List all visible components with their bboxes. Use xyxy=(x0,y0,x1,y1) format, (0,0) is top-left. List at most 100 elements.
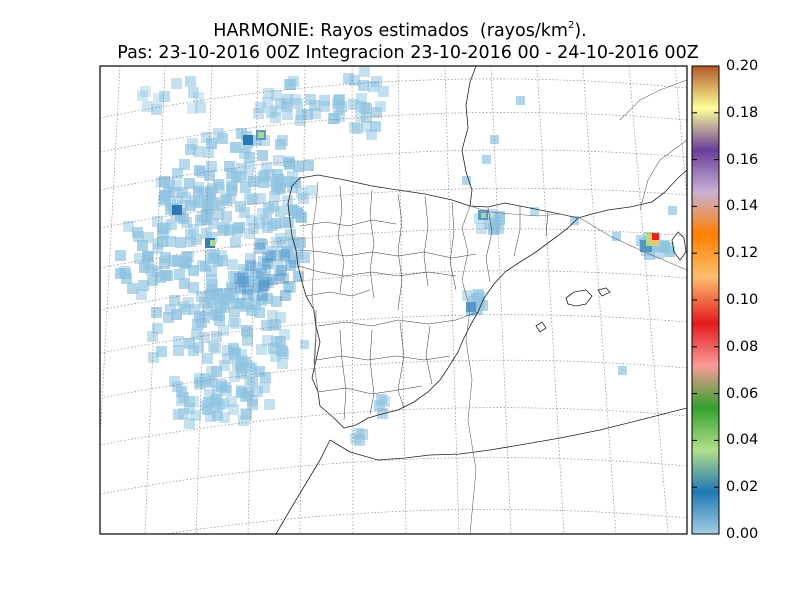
gulf-of-lion-coast xyxy=(577,169,687,219)
lightning-cell xyxy=(490,135,499,144)
lightning-cell xyxy=(243,387,254,398)
lightning-cell xyxy=(243,135,253,145)
lightning-cell xyxy=(136,289,147,300)
lightning-cell xyxy=(305,94,316,105)
lightning-cell xyxy=(235,282,246,293)
lightning-cell xyxy=(205,186,216,197)
lightning-cell xyxy=(232,360,243,371)
colorbar-tick-label: 0.02 xyxy=(726,479,759,496)
lightning-cell xyxy=(257,150,268,161)
lightning-cell xyxy=(188,87,199,98)
lightning-cell xyxy=(329,113,340,124)
colorbar-tick-label: 0.04 xyxy=(726,432,759,449)
lightning-cell xyxy=(254,307,265,318)
lightning-cell xyxy=(378,86,389,97)
menorca-coast xyxy=(597,287,611,297)
lightning-cell xyxy=(260,264,271,275)
lightning-cell xyxy=(235,201,246,212)
lightning-cell xyxy=(248,223,259,234)
lightning-cell xyxy=(163,187,174,198)
lightning-cell xyxy=(259,135,270,146)
lightning-cell xyxy=(333,95,344,106)
lightning-cell xyxy=(267,310,278,321)
lightning-cell xyxy=(275,233,286,244)
lightning-cell xyxy=(644,249,655,260)
lightning-cell xyxy=(248,288,259,299)
iberia-coast xyxy=(287,174,579,429)
lightning-cell xyxy=(254,243,265,254)
lightning-cell xyxy=(191,234,202,245)
lightning-cell xyxy=(202,404,213,415)
lightning-cell xyxy=(234,222,245,233)
lightning-cell xyxy=(273,155,284,166)
lightning-cell xyxy=(197,260,208,271)
lightning-cell xyxy=(287,182,298,193)
lightning-cell xyxy=(179,278,190,289)
lightning-cell xyxy=(319,101,330,112)
lightning-cell xyxy=(226,282,237,293)
lightning-cell xyxy=(204,170,215,181)
lightning-cell xyxy=(190,410,201,421)
lightning-cell xyxy=(255,193,266,204)
lightning-cell xyxy=(361,103,372,114)
lightning-cell xyxy=(165,304,176,315)
lightning-cell xyxy=(270,105,281,116)
lightning-cell xyxy=(173,345,184,356)
lightning-cell xyxy=(168,256,179,267)
lightning-cell xyxy=(208,218,219,229)
lightning-cell xyxy=(244,193,255,204)
lightning-cell xyxy=(160,222,171,233)
title-unit: (rayos/km2). xyxy=(479,20,587,41)
lightning-cell xyxy=(256,295,267,306)
lightning-cell xyxy=(222,345,233,356)
lightning-cell xyxy=(353,428,364,439)
lightning-cell xyxy=(618,366,627,375)
lightning-cell xyxy=(253,108,264,119)
lightning-cell xyxy=(303,160,314,171)
lightning-cell xyxy=(361,112,372,123)
lightning-cell xyxy=(261,320,272,331)
lightning-cell xyxy=(245,253,256,264)
lightning-cell xyxy=(263,277,274,288)
lightning-cell xyxy=(224,288,235,299)
lightning-cell xyxy=(361,121,372,132)
lightning-cell xyxy=(292,248,303,259)
lightning-cell xyxy=(160,252,171,263)
lightning-cell xyxy=(163,312,174,323)
lightning-cell xyxy=(278,273,289,284)
lightning-cell xyxy=(275,139,286,150)
lightning-cell xyxy=(473,289,484,300)
lightning-cell xyxy=(213,209,224,220)
lightning-cell xyxy=(295,115,306,126)
lightning-cell xyxy=(379,396,390,407)
lightning-cell xyxy=(309,100,320,111)
lightning-cell xyxy=(193,342,204,353)
lightning-cell xyxy=(258,280,269,291)
lightning-cell xyxy=(195,102,206,113)
lightning-cell xyxy=(230,237,241,248)
lightning-cell xyxy=(174,269,185,280)
lightning-cell xyxy=(348,99,359,110)
lightning-cell xyxy=(275,183,286,194)
lightning-cell xyxy=(159,258,170,269)
lightning-cell xyxy=(284,79,295,90)
lightning-cell xyxy=(231,172,242,183)
lightning-cell xyxy=(474,297,485,308)
lightning-cell xyxy=(271,296,282,307)
lightning-cell xyxy=(366,129,377,140)
lightning-cell xyxy=(278,348,289,359)
lightning-cell xyxy=(134,253,145,264)
lightning-cell xyxy=(206,232,217,243)
lightning-cell xyxy=(271,90,282,101)
lightning-cell xyxy=(212,256,223,267)
lightning-cell xyxy=(302,109,313,120)
north-africa-coast xyxy=(329,407,687,461)
lightning-cell xyxy=(204,389,215,400)
colorbar-tick-label: 0.16 xyxy=(726,151,759,168)
country-borders xyxy=(311,79,687,534)
lightning-cell xyxy=(252,386,263,397)
lightning-cell xyxy=(211,366,222,377)
lightning-cell xyxy=(196,317,207,328)
lightning-cell xyxy=(242,267,253,278)
lightning-cell xyxy=(226,180,237,191)
